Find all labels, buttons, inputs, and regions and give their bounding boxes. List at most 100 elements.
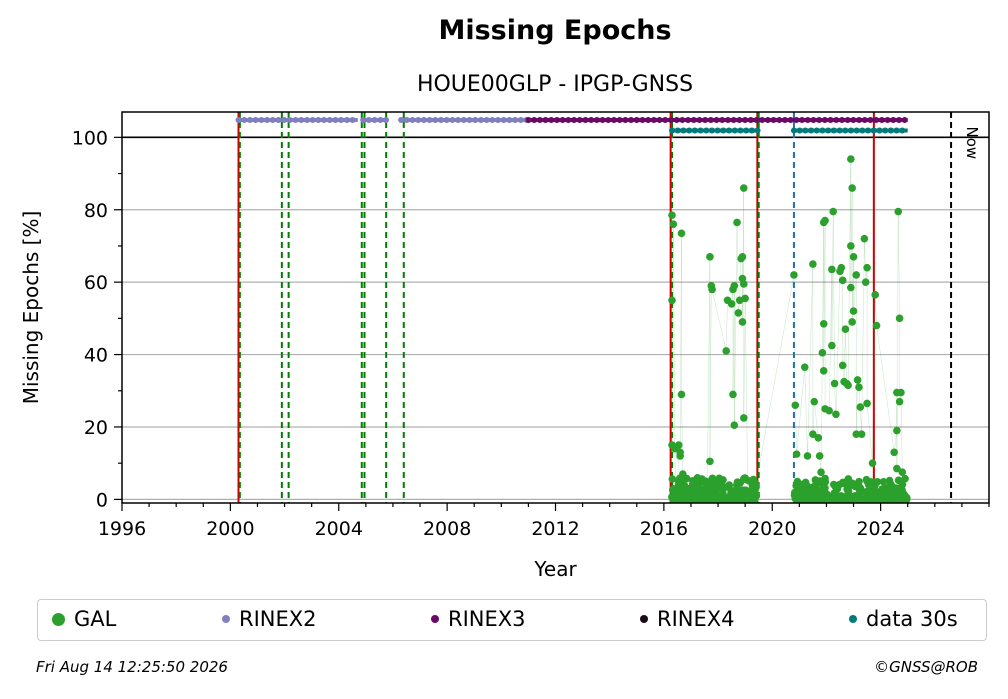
data-point — [890, 448, 898, 457]
data-point — [825, 406, 833, 415]
x-axis-label: Year — [533, 557, 577, 581]
data-point — [870, 478, 879, 486]
data-point — [894, 476, 903, 485]
data-point — [821, 484, 829, 492]
data-point — [809, 260, 817, 268]
data-point — [893, 464, 901, 473]
legend-item-gal: GAL — [52, 607, 116, 631]
y-tick-label: 0 — [96, 489, 108, 511]
data-point — [863, 477, 871, 486]
data-point — [810, 397, 819, 406]
data-point — [848, 184, 856, 192]
timestamp: Fri Aug 14 12:25:50 2026 — [36, 658, 228, 676]
data-point — [845, 495, 853, 504]
data-point — [895, 397, 904, 406]
data-point — [890, 495, 898, 504]
data-point — [847, 242, 855, 250]
data-point — [740, 414, 748, 422]
data-point — [738, 318, 747, 326]
data-point — [673, 484, 682, 493]
data-point — [729, 390, 737, 399]
data-point — [844, 381, 852, 390]
data-point — [855, 383, 863, 391]
data-point — [668, 211, 676, 219]
data-point — [847, 283, 855, 292]
legend-label: RINEX2 — [239, 607, 317, 631]
data-point — [817, 468, 825, 477]
legend-item-rinex3: RINEX3 — [431, 607, 526, 631]
data-point — [800, 363, 809, 372]
data-point — [672, 491, 680, 500]
data-point — [679, 470, 687, 478]
data-point — [879, 477, 888, 486]
data-point — [680, 481, 688, 489]
data-point — [837, 263, 846, 272]
data-point — [894, 207, 903, 216]
data-point — [830, 379, 839, 388]
data-point — [890, 487, 898, 496]
data-point — [730, 281, 739, 290]
legend-label: RINEX4 — [657, 607, 735, 631]
x-tick-label: 2008 — [423, 518, 471, 540]
data-point — [893, 426, 901, 435]
legend-marker — [52, 612, 65, 626]
x-tick-label: 2020 — [748, 518, 796, 540]
data-point — [733, 218, 741, 227]
data-point — [886, 480, 895, 488]
data-point — [828, 341, 836, 350]
data-point — [792, 450, 801, 458]
data-point — [844, 487, 853, 496]
legend-item-rinex4: RINEX4 — [640, 607, 735, 631]
data-point — [836, 492, 844, 500]
data-point — [832, 410, 840, 419]
data-point — [849, 253, 858, 261]
data-point — [805, 495, 813, 504]
data-point — [898, 468, 907, 477]
data-point — [744, 489, 753, 497]
data-point — [814, 434, 823, 442]
data-point — [801, 478, 810, 487]
data-point — [740, 184, 748, 192]
data-point — [752, 480, 760, 488]
data-point — [698, 488, 706, 496]
data-point — [809, 430, 817, 439]
legend-marker — [849, 615, 857, 623]
legend-label: RINEX3 — [448, 607, 526, 631]
data-point — [852, 430, 861, 439]
data-point — [803, 452, 812, 460]
data-point — [734, 495, 742, 503]
legend-label: GAL — [74, 607, 117, 631]
legend-marker — [431, 615, 439, 623]
data-point — [738, 486, 747, 495]
y-tick-label: 40 — [84, 345, 108, 367]
legend-label: data 30s — [866, 607, 958, 631]
plot-frame — [121, 111, 990, 504]
data-point — [668, 296, 676, 305]
data-point — [861, 278, 870, 286]
data-point — [856, 403, 865, 411]
data-point — [790, 271, 798, 279]
data-point — [838, 276, 847, 285]
data-point — [740, 280, 748, 288]
chart-subtitle: HOUE00GLP - IPGP-GNSS — [416, 72, 694, 97]
data-point — [829, 207, 838, 216]
x-tick-label: 1996 — [98, 518, 146, 540]
y-tick-label: 100 — [72, 127, 108, 149]
data-point — [828, 265, 836, 274]
data-point — [852, 271, 861, 279]
legend-marker — [222, 615, 230, 623]
data-point — [741, 294, 749, 303]
data-point — [734, 309, 743, 317]
data-point — [838, 361, 847, 370]
data-point — [669, 220, 678, 229]
data-point — [901, 474, 909, 483]
x-tick-label: 2024 — [856, 518, 904, 540]
data-point — [871, 291, 880, 299]
data-point — [848, 318, 856, 326]
y-axis-label: Missing Epochs [%] — [19, 211, 43, 405]
data-point — [677, 229, 686, 238]
copyright: ©GNSS@ROB — [874, 658, 978, 676]
data-point — [813, 477, 821, 486]
x-tick-label: 2012 — [531, 518, 579, 540]
data-point — [695, 494, 704, 503]
